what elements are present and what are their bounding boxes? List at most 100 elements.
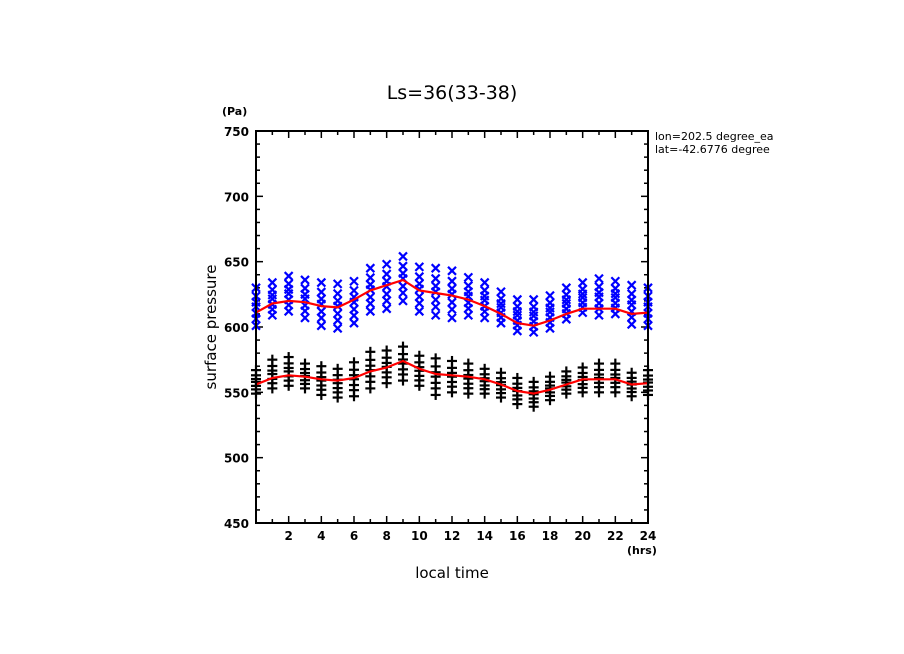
y-axis-title: surface pressure bbox=[202, 265, 220, 390]
x-tick-label: 10 bbox=[411, 529, 428, 543]
x-marker bbox=[610, 276, 621, 287]
x-marker bbox=[414, 278, 425, 289]
chart-title: Ls=36(33-38) bbox=[387, 82, 518, 104]
plus-marker bbox=[381, 345, 392, 356]
x-axis-title: local time bbox=[415, 564, 489, 582]
x-marker bbox=[332, 323, 343, 334]
x-marker bbox=[430, 273, 441, 284]
x-tick-label: 18 bbox=[542, 529, 559, 543]
plus-marker bbox=[479, 363, 490, 374]
tick-labels: 2 4 6 8 10 12 14 16 18 20 22 2445050055060065070075… bbox=[224, 125, 656, 543]
plus-marker bbox=[414, 350, 425, 361]
plus-marker bbox=[300, 358, 310, 369]
x-tick-label: 16 bbox=[509, 529, 526, 543]
plus-marker bbox=[447, 355, 457, 366]
annotation-clip bbox=[780, 128, 904, 158]
x-marker bbox=[365, 292, 376, 302]
plus-marker bbox=[528, 376, 539, 387]
plus-marker bbox=[545, 371, 555, 382]
x-marker bbox=[300, 283, 310, 294]
x-marker bbox=[398, 281, 408, 291]
plus-marker bbox=[577, 362, 588, 373]
x-marker bbox=[496, 286, 506, 297]
plus-marker bbox=[496, 367, 506, 378]
plus-marker bbox=[561, 366, 572, 377]
x-marker bbox=[430, 263, 441, 273]
x-marker bbox=[349, 276, 359, 287]
x-marker bbox=[381, 259, 392, 270]
x-tick-label: 20 bbox=[574, 529, 591, 543]
x-marker bbox=[365, 263, 376, 273]
y-tick-label: 600 bbox=[224, 321, 249, 335]
plus-marker bbox=[430, 353, 441, 364]
x-marker bbox=[430, 294, 441, 305]
x-marker bbox=[479, 277, 490, 288]
plus-marker bbox=[512, 372, 523, 383]
x-marker bbox=[463, 280, 474, 291]
x-marker bbox=[545, 290, 555, 301]
plus-marker bbox=[610, 358, 621, 369]
plus-marker bbox=[332, 363, 343, 374]
x-marker bbox=[512, 294, 523, 305]
y-tick-label: 750 bbox=[224, 125, 249, 139]
x-marker bbox=[447, 297, 457, 308]
x-marker bbox=[283, 271, 294, 281]
x-marker bbox=[316, 294, 327, 304]
plus-marker bbox=[594, 358, 604, 369]
x-marker bbox=[267, 277, 278, 288]
plus-marker bbox=[626, 367, 637, 378]
axis-ticks bbox=[256, 131, 648, 523]
plus-marker bbox=[349, 357, 359, 368]
x-marker bbox=[365, 279, 376, 290]
x-marker bbox=[447, 266, 457, 276]
x-marker bbox=[496, 302, 506, 313]
x-marker bbox=[447, 313, 457, 323]
x-marker bbox=[332, 279, 343, 289]
x-tick-label: 14 bbox=[476, 529, 493, 543]
x-tick-label: 22 bbox=[607, 529, 624, 543]
x-marker bbox=[626, 319, 637, 330]
y-tick-label: 650 bbox=[224, 256, 249, 270]
x-marker bbox=[430, 281, 441, 291]
x-marker bbox=[545, 298, 555, 308]
x-marker bbox=[398, 296, 408, 306]
y-unit-label: (Pa) bbox=[222, 105, 247, 118]
plus-marker bbox=[365, 346, 376, 357]
x-marker bbox=[381, 303, 392, 314]
x-marker bbox=[577, 277, 588, 288]
plus-marker bbox=[316, 361, 327, 372]
x-marker bbox=[512, 301, 523, 312]
x-marker bbox=[561, 298, 572, 309]
x-marker bbox=[430, 301, 441, 312]
x-marker bbox=[398, 261, 408, 271]
x-marker bbox=[316, 287, 327, 297]
x-marker bbox=[316, 306, 327, 317]
blue-mean-line bbox=[255, 278, 649, 327]
plus-marker bbox=[267, 354, 278, 365]
x-marker bbox=[479, 285, 490, 296]
x-marker bbox=[398, 251, 408, 262]
y-tick-label: 450 bbox=[224, 517, 249, 531]
x-marker bbox=[626, 280, 637, 290]
x-marker bbox=[610, 283, 621, 294]
data-points bbox=[251, 251, 653, 412]
x-marker bbox=[414, 306, 425, 317]
x-marker bbox=[381, 289, 392, 299]
x-marker bbox=[594, 281, 604, 292]
x-marker bbox=[528, 294, 539, 305]
x-marker bbox=[316, 320, 327, 331]
x-marker bbox=[447, 283, 457, 294]
x-marker bbox=[594, 273, 604, 284]
x-marker bbox=[332, 288, 343, 299]
x-marker bbox=[267, 284, 278, 295]
y-tick-label: 550 bbox=[224, 386, 249, 400]
x-marker bbox=[626, 289, 637, 299]
x-marker bbox=[512, 310, 523, 321]
x-tick-label: 12 bbox=[444, 529, 461, 543]
x-tick-label: 24 bbox=[640, 529, 657, 543]
y-tick-label: 500 bbox=[224, 452, 249, 466]
x-marker bbox=[332, 295, 343, 306]
plus-marker bbox=[398, 341, 408, 352]
x-tick-label: 8 bbox=[382, 529, 390, 543]
x-marker bbox=[365, 306, 376, 317]
